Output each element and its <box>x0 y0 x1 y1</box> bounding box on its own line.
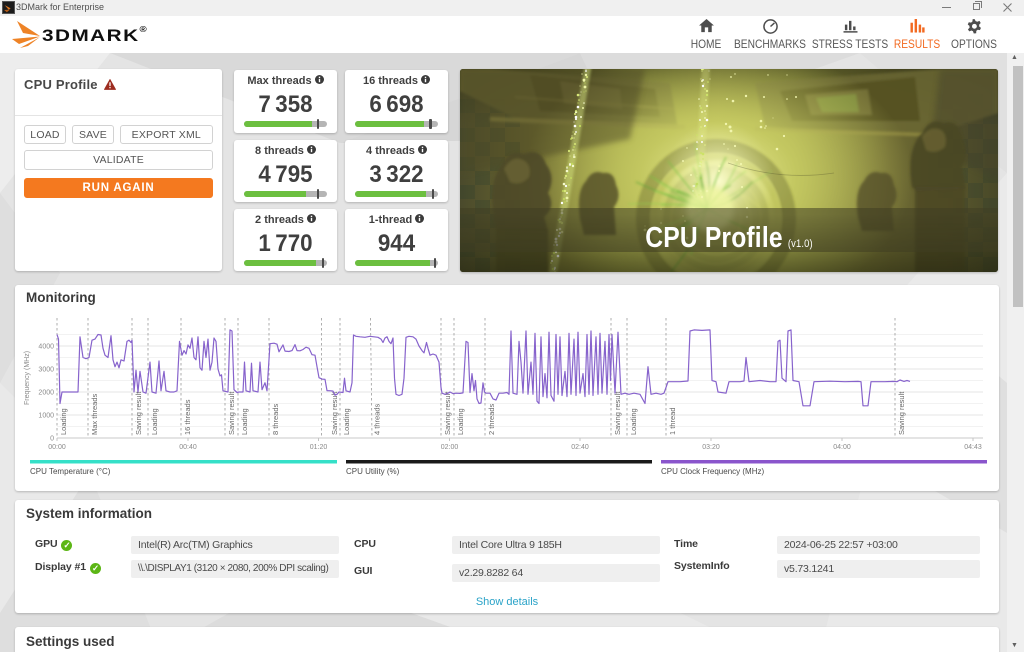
svg-text:03:20: 03:20 <box>702 444 720 451</box>
svg-text:CPU Clock Frequency (MHz): CPU Clock Frequency (MHz) <box>661 467 764 476</box>
svg-text:Saving result: Saving result <box>134 391 143 435</box>
svg-text:01:20: 01:20 <box>310 444 328 451</box>
svg-text:CPU Utility (%): CPU Utility (%) <box>346 467 400 476</box>
svg-text:Saving result: Saving result <box>897 391 906 435</box>
svg-text:02:40: 02:40 <box>571 444 589 451</box>
svg-text:3000: 3000 <box>38 367 54 374</box>
svg-text:00:40: 00:40 <box>179 444 197 451</box>
svg-text:0: 0 <box>50 436 54 443</box>
svg-text:16 threads: 16 threads <box>183 399 192 435</box>
svg-text:CPU Temperature (°C): CPU Temperature (°C) <box>30 467 111 476</box>
svg-text:2 threads: 2 threads <box>487 403 496 435</box>
svg-text:Saving result: Saving result <box>613 391 622 435</box>
svg-text:Max threads: Max threads <box>90 393 99 435</box>
svg-text:Saving result: Saving result <box>330 391 339 435</box>
svg-text:Loading: Loading <box>59 408 68 435</box>
svg-text:Saving result: Saving result <box>227 391 236 435</box>
svg-text:1000: 1000 <box>38 413 54 420</box>
svg-text:Loading: Loading <box>240 408 249 435</box>
svg-text:Loading: Loading <box>150 408 159 435</box>
svg-text:4000: 4000 <box>38 344 54 351</box>
svg-text:8 threads: 8 threads <box>271 403 280 435</box>
svg-text:1 thread: 1 thread <box>668 407 677 435</box>
svg-text:Loading: Loading <box>342 408 351 435</box>
svg-text:Loading: Loading <box>456 408 465 435</box>
svg-text:Loading: Loading <box>629 408 638 435</box>
svg-text:4 threads: 4 threads <box>373 403 382 435</box>
svg-text:Frequency (MHz): Frequency (MHz) <box>24 351 31 405</box>
svg-text:04:43: 04:43 <box>964 444 982 451</box>
svg-text:2000: 2000 <box>38 390 54 397</box>
svg-text:Saving result: Saving result <box>443 391 452 435</box>
svg-text:00:00: 00:00 <box>48 444 66 451</box>
svg-text:02:00: 02:00 <box>441 444 459 451</box>
svg-text:04:00: 04:00 <box>833 444 851 451</box>
